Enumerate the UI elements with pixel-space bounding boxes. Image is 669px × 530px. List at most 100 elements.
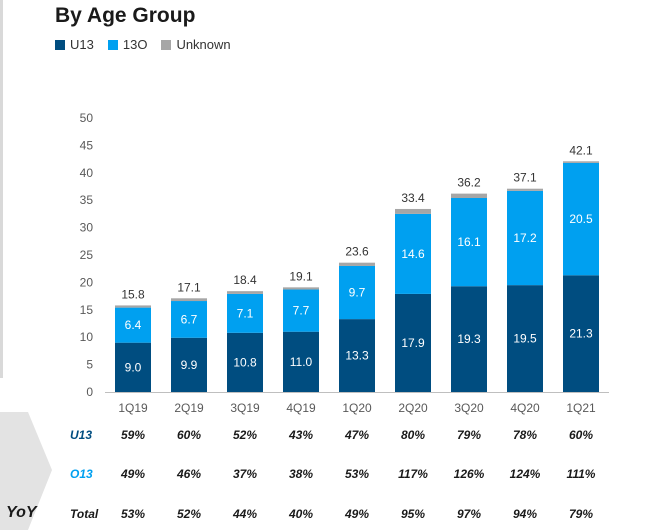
yoy-cell: 95% (400, 507, 426, 521)
x-tick-label: 3Q20 (454, 401, 484, 415)
yoy-cell: 124% (509, 467, 541, 481)
y-tick-label: 35 (80, 193, 94, 207)
legend-swatch-u13 (55, 39, 65, 50)
yoy-cell: 47% (344, 428, 370, 442)
yoy-label: YoY (6, 504, 37, 521)
bar-segment-unknown (115, 305, 151, 308)
yoy-cell: 60% (176, 428, 202, 442)
legend-label-unknown: Unknown (176, 37, 231, 52)
yoy-cell: 79% (568, 507, 594, 521)
bar-segment-13o (339, 265, 375, 320)
yoy-cell: 80% (400, 428, 426, 442)
x-tick-label: 4Q20 (510, 401, 540, 415)
total-label: 15.8 (121, 287, 145, 301)
legend: U13 13O Unknown (55, 37, 231, 52)
data-label: 16.1 (457, 235, 481, 249)
yoy-row-label: U13 (70, 428, 93, 442)
bar-segment-13o (171, 301, 207, 338)
y-tick-label: 50 (80, 111, 94, 125)
total-label: 33.4 (401, 191, 425, 205)
chart-title: By Age Group (55, 4, 196, 27)
x-tick-label: 1Q21 (566, 401, 596, 415)
bar-segment-u13 (115, 342, 151, 392)
yoy-cell: 43% (288, 428, 314, 442)
y-tick-label: 45 (80, 138, 94, 152)
data-label: 9.7 (349, 286, 366, 300)
bar-segment-unknown (451, 193, 487, 199)
bar-segment-13o (283, 289, 319, 332)
yoy-cell: 52% (232, 428, 258, 442)
data-label: 9.0 (125, 360, 142, 374)
yoy-cell: 126% (453, 467, 485, 481)
y-tick-label: 30 (80, 221, 94, 235)
data-label: 13.3 (345, 349, 369, 363)
bar-segment-13o (227, 293, 263, 333)
yoy-cell: 44% (232, 507, 258, 521)
bar-segment-u13 (339, 319, 375, 392)
data-label: 7.1 (237, 306, 254, 320)
yoy-cell: 52% (176, 507, 202, 521)
total-label: 42.1 (569, 143, 593, 157)
bar-segment-u13 (227, 332, 263, 392)
yoy-cell: 97% (456, 507, 482, 521)
yoy-cell: 94% (512, 507, 538, 521)
yoy-cell: 53% (344, 467, 370, 481)
bar-segment-unknown (171, 298, 207, 302)
yoy-cell: 59% (120, 428, 146, 442)
y-tick-label: 40 (80, 166, 94, 180)
bar-segment-unknown (227, 291, 263, 294)
y-tick-label: 20 (80, 275, 94, 289)
bar-segment-13o (115, 307, 151, 343)
bar-segment-u13 (171, 337, 207, 392)
yoy-band-shape (0, 412, 52, 530)
x-tick-label: 1Q19 (118, 401, 148, 415)
bar-segment-u13 (283, 331, 319, 392)
total-label: 37.1 (513, 171, 537, 185)
y-tick-label: 5 (86, 358, 93, 372)
data-label: 6.4 (125, 318, 142, 332)
bar-segment-unknown (507, 188, 543, 191)
legend-swatch-unknown (161, 39, 172, 50)
y-tick-label: 25 (80, 248, 94, 262)
yoy-cell: 49% (120, 467, 146, 481)
x-tick-label: 3Q19 (230, 401, 260, 415)
legend-item-unknown: Unknown (161, 37, 231, 52)
data-label: 9.9 (181, 358, 198, 372)
yoy-cell: 37% (232, 467, 258, 481)
yoy-cell: 38% (288, 467, 314, 481)
left-edge-line (0, 0, 3, 378)
yoy-cell: 78% (512, 428, 538, 442)
bar-segment-13o (395, 213, 431, 294)
yoy-cell: 40% (288, 507, 314, 521)
x-tick-label: 1Q20 (342, 401, 372, 415)
bar-segment-u13 (563, 275, 599, 392)
data-label: 19.3 (457, 332, 481, 346)
y-tick-label: 0 (86, 385, 93, 399)
legend-swatch-13o (107, 39, 118, 50)
data-label: 6.7 (181, 312, 198, 326)
yoy-cell: 60% (568, 428, 594, 442)
total-label: 19.1 (289, 269, 313, 283)
bar-segment-unknown (395, 208, 431, 214)
y-tick-label: 15 (80, 303, 94, 317)
yoy-cell: 79% (456, 428, 482, 442)
yoy-cell: 49% (344, 507, 370, 521)
y-tick-label: 10 (80, 330, 94, 344)
total-label: 17.1 (177, 280, 201, 294)
stacked-bar-chart: 0 5 10 15 20 25 30 35 40 45 50 9.0 6.4 15.8 1Q19 9.9 6.7… (80, 111, 609, 415)
bar-segment-u13 (451, 286, 487, 392)
data-label: 20.5 (569, 212, 593, 226)
data-label: 17.9 (401, 336, 425, 350)
yoy-cell: 111% (566, 467, 596, 481)
total-label: 23.6 (345, 245, 369, 259)
yoy-cell: 46% (176, 467, 202, 481)
data-label: 7.7 (293, 304, 310, 318)
bar-segment-u13 (395, 293, 431, 392)
bar-segment-unknown (283, 287, 319, 290)
legend-item-13o: 13O (107, 37, 147, 52)
data-label: 21.3 (569, 327, 593, 341)
bar-segment-13o (563, 162, 599, 276)
data-label: 10.8 (233, 355, 257, 369)
data-label: 11.0 (290, 355, 313, 369)
bar-segment-unknown (563, 161, 599, 163)
